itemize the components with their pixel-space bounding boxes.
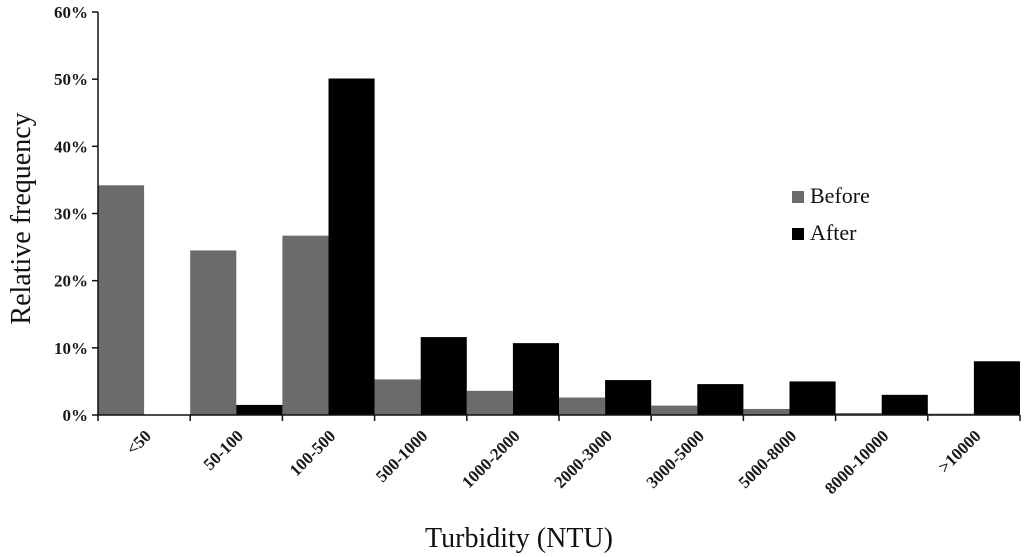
y-axis-title: Relative frequency: [6, 112, 37, 324]
bar-before-6: [651, 405, 698, 415]
bar-before-0: [98, 185, 145, 415]
bar-after-2: [328, 78, 375, 416]
legend-swatch-after: [792, 228, 804, 240]
bar-before-8: [835, 412, 882, 415]
bar-before-5: [559, 397, 606, 415]
bar-after-8: [881, 394, 928, 415]
x-tick-label: <50: [123, 426, 155, 458]
bars-group: [98, 78, 1020, 416]
x-tick-label: >10000: [934, 426, 984, 476]
legend-label-before: Before: [810, 183, 870, 208]
bar-after-1: [236, 404, 283, 415]
bar-after-5: [605, 380, 652, 415]
legend-label-after: After: [810, 220, 857, 245]
x-axis-title: Turbidity (NTU): [425, 523, 613, 554]
bar-after-7: [789, 381, 836, 415]
x-ticks-group: <50 50-100 100-500 500-1000 1000-2000 2000-30…: [97, 415, 1021, 498]
y-tick-label: 50%: [54, 70, 88, 89]
bar-before-2: [282, 235, 329, 415]
y-ticks-group: 0% 10% 20% 30% 40% 50% 60%: [54, 3, 98, 425]
x-tick-label: 100-500: [286, 426, 340, 480]
bar-before-7: [743, 408, 790, 415]
y-tick-label: 30%: [54, 205, 88, 224]
y-tick-label: 20%: [54, 272, 88, 291]
y-tick-label: 60%: [54, 3, 88, 22]
y-tick-label: 0%: [63, 406, 89, 425]
bar-after-9: [973, 361, 1020, 415]
bar-after-3: [420, 337, 467, 415]
x-tick-label: 2000-3000: [550, 426, 616, 492]
y-tick-label: 40%: [54, 137, 88, 156]
bar-before-1: [190, 250, 237, 415]
bar-after-6: [697, 384, 744, 415]
x-tick-label: 3000-5000: [643, 426, 709, 492]
bar-before-3: [374, 379, 421, 415]
x-tick-label: 5000-8000: [735, 426, 801, 492]
legend: Before After: [792, 183, 870, 245]
x-tick-label: 500-1000: [372, 426, 432, 486]
bar-before-4: [466, 390, 513, 415]
bar-after-4: [512, 343, 559, 415]
legend-swatch-before: [792, 191, 804, 203]
y-tick-label: 10%: [54, 339, 88, 358]
x-tick-label: 50-100: [200, 426, 247, 473]
x-tick-label: 8000-10000: [821, 426, 893, 498]
x-tick-label: 1000-2000: [458, 426, 524, 492]
